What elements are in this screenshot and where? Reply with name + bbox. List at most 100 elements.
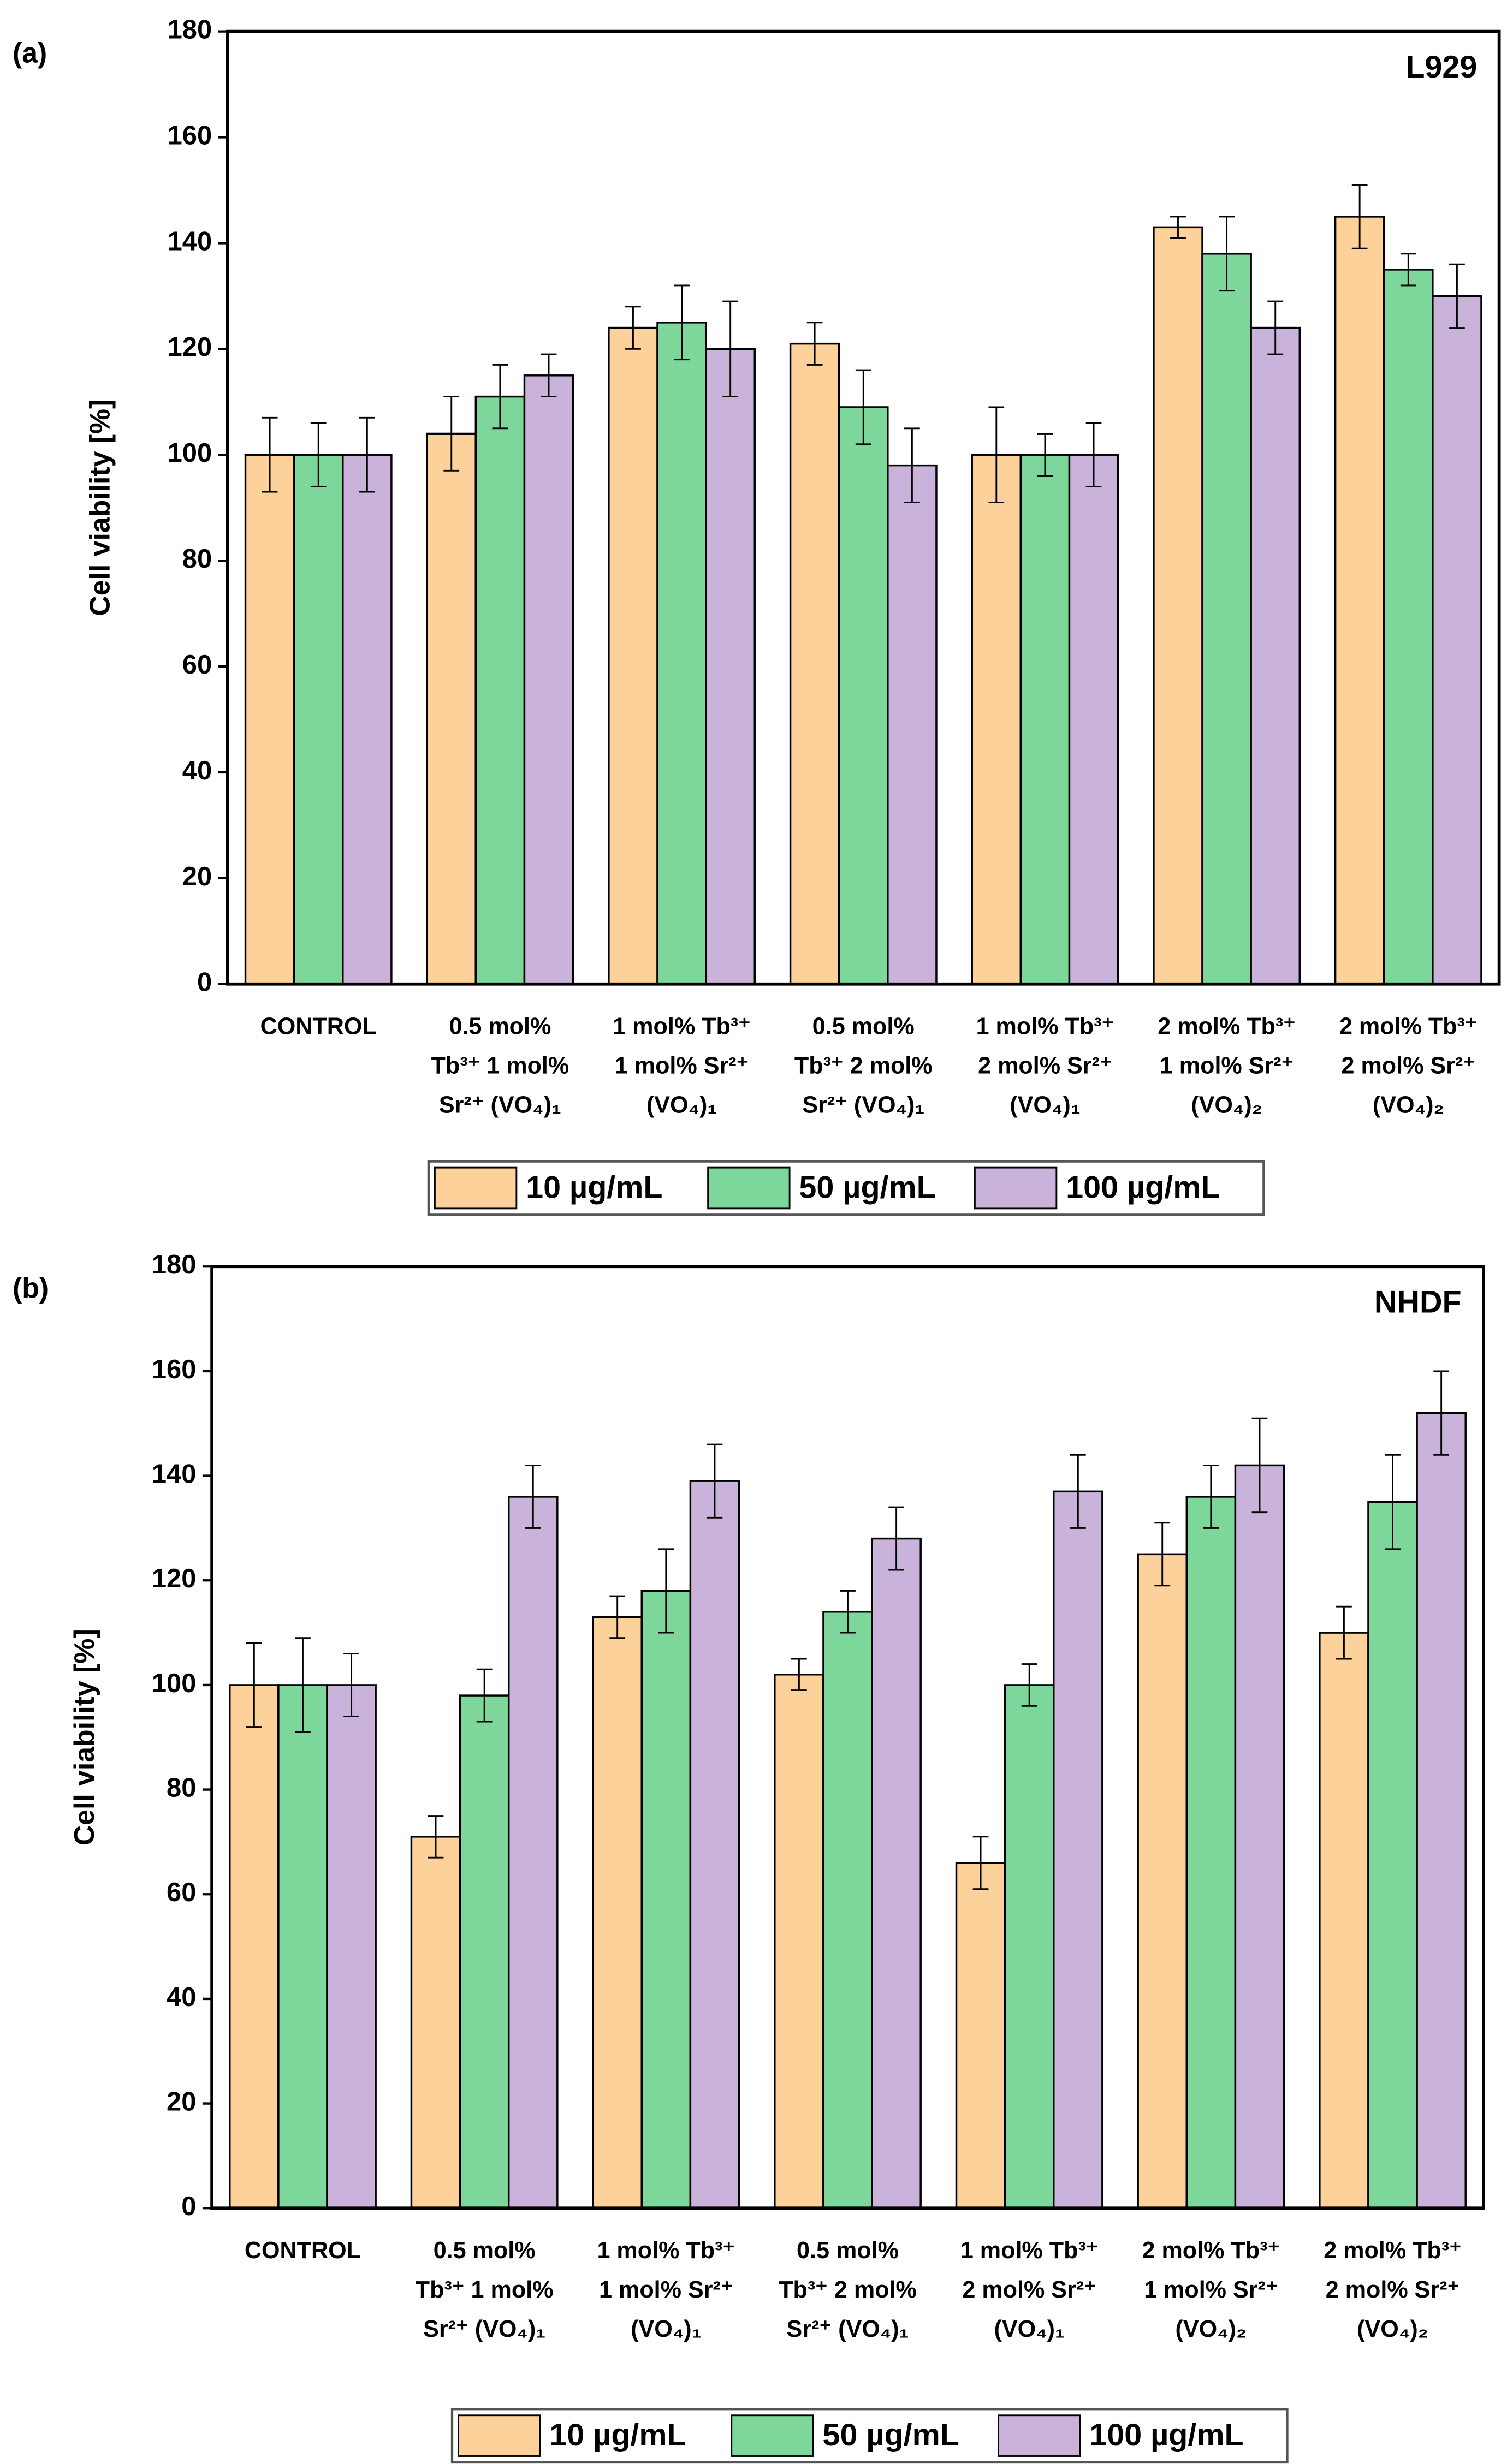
error-bar xyxy=(525,1464,541,1529)
x-tick-label: (VO₄)₁ xyxy=(646,1092,717,1118)
error-bar xyxy=(988,406,1005,503)
x-tick-label: Tb³⁺ 1 mol% xyxy=(416,2277,554,2303)
x-tick-label: 2 mol% Sr²⁺ xyxy=(962,2277,1096,2303)
legend-swatch xyxy=(458,2414,541,2457)
bar xyxy=(229,1684,280,2209)
legend-swatch xyxy=(434,1166,518,1210)
bar xyxy=(244,454,295,985)
error-bar xyxy=(1336,1605,1352,1660)
bar xyxy=(474,395,526,985)
x-tick-label: (VO₄)₁ xyxy=(994,2316,1064,2342)
bar xyxy=(426,432,477,985)
bar xyxy=(640,1590,692,2209)
error-bar xyxy=(888,1506,904,1571)
error-bar xyxy=(1219,216,1235,292)
legend-frame xyxy=(427,1160,1265,1216)
bar xyxy=(1432,295,1482,985)
x-tick-label: CONTROL xyxy=(245,2237,361,2264)
error-bar xyxy=(428,1815,444,1859)
x-tick-label: 2 mol% Tb³⁺ xyxy=(1324,2237,1462,2264)
bar xyxy=(523,374,574,985)
x-tick-label: 0.5 mol% xyxy=(797,2237,899,2264)
y-tick-label: 140 xyxy=(168,227,212,256)
legend-swatch xyxy=(731,2414,814,2457)
error-bar xyxy=(1070,1454,1086,1529)
bar xyxy=(822,1611,873,2209)
bar xyxy=(277,1684,328,2209)
bar xyxy=(1019,454,1071,985)
y-tick-label: 20 xyxy=(182,862,212,891)
error-bar xyxy=(722,300,739,398)
error-bar xyxy=(609,1595,626,1639)
legend-label: 10 µg/mL xyxy=(549,2418,686,2453)
y-tick-label: 20 xyxy=(167,2087,196,2116)
y-tick-label: 40 xyxy=(182,756,212,785)
y-tick-label: 160 xyxy=(168,121,212,150)
error-bar xyxy=(840,1590,856,1634)
y-tick-label: 80 xyxy=(182,544,212,574)
y-tick-label: 100 xyxy=(168,438,212,468)
panel-label: (b) xyxy=(13,1272,49,1304)
error-bar xyxy=(1351,184,1368,249)
error-bar xyxy=(855,369,871,445)
bar xyxy=(1319,1632,1369,2209)
error-bar xyxy=(1385,1454,1401,1550)
bar xyxy=(689,1480,740,2209)
bar xyxy=(293,454,344,985)
plot-frame xyxy=(226,29,1501,986)
error-bar xyxy=(359,416,375,493)
bar xyxy=(592,1616,643,2209)
bar xyxy=(1334,216,1385,985)
y-tick-label: 60 xyxy=(167,1878,196,1907)
bar xyxy=(887,464,938,985)
x-tick-label: 1 mol% Tb³⁺ xyxy=(597,2237,735,2264)
bar xyxy=(789,342,840,985)
bar xyxy=(1153,226,1203,985)
legend-swatch xyxy=(974,1166,1058,1210)
y-tick-label: 120 xyxy=(168,332,212,362)
legend-frame xyxy=(450,2408,1289,2464)
x-tick-label: 2 mol% Sr²⁺ xyxy=(978,1053,1112,1079)
x-tick-label: Tb³⁺ 2 mol% xyxy=(779,2277,917,2303)
x-tick-label: 0.5 mol% xyxy=(449,1014,551,1040)
bar xyxy=(971,454,1022,985)
x-tick-label: 2 mol% Tb³⁺ xyxy=(1142,2237,1280,2264)
bar xyxy=(342,454,393,985)
x-tick-label: CONTROL xyxy=(260,1014,377,1040)
error-bar xyxy=(791,1658,807,1691)
y-tick-label: 60 xyxy=(182,650,212,680)
error-bar xyxy=(658,1548,674,1634)
legend-label: 10 µg/mL xyxy=(526,1170,662,1205)
x-tick-label: (VO₄)₂ xyxy=(1373,1092,1444,1118)
annotation: L929 xyxy=(1405,50,1477,85)
x-tick-label: 1 mol% Sr²⁺ xyxy=(1160,1053,1294,1079)
error-bar xyxy=(1267,300,1284,355)
x-tick-label: 2 mol% Tb³⁺ xyxy=(1339,1014,1478,1040)
y-tick-label: 180 xyxy=(152,1250,197,1279)
bar xyxy=(656,322,707,985)
error-bar xyxy=(443,396,460,472)
error-bar xyxy=(492,364,508,430)
bar xyxy=(871,1537,922,2209)
error-bar xyxy=(1037,433,1053,477)
x-tick-label: Tb³⁺ 1 mol% xyxy=(431,1053,569,1079)
error-bar xyxy=(1433,1370,1450,1456)
bar xyxy=(774,1674,824,2209)
bar xyxy=(410,1836,461,2209)
x-tick-label: 0.5 mol% xyxy=(812,1014,915,1040)
bar xyxy=(955,1862,1006,2209)
bar xyxy=(705,348,756,985)
x-tick-label: Sr²⁺ (VO₄)₁ xyxy=(439,1092,561,1118)
y-tick-label: 100 xyxy=(152,1669,197,1698)
x-tick-label: 0.5 mol% xyxy=(434,2237,536,2264)
y-tick-label: 80 xyxy=(167,1773,196,1802)
legend-swatch xyxy=(998,2414,1081,2457)
bar xyxy=(326,1684,377,2209)
error-bar xyxy=(904,427,920,503)
bar xyxy=(1250,326,1301,985)
error-bar xyxy=(1251,1417,1268,1514)
error-bar xyxy=(1203,1464,1219,1529)
error-bar xyxy=(674,284,690,361)
bar xyxy=(1137,1553,1188,2209)
